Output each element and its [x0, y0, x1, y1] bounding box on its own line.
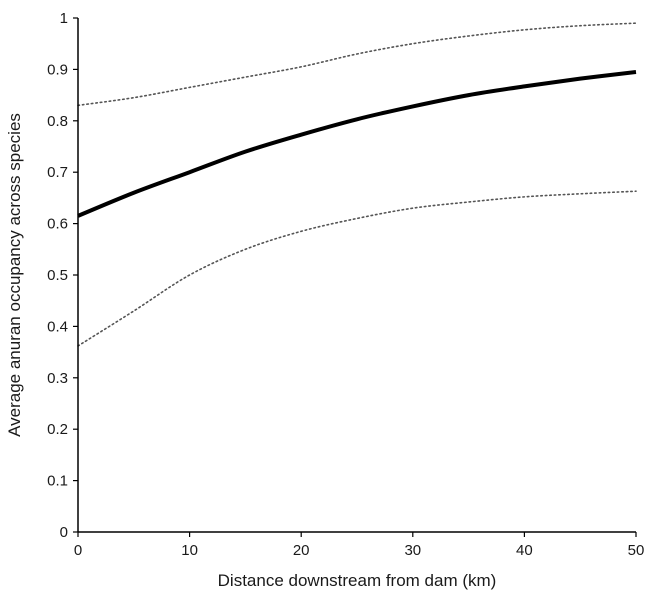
- y-tick-label: 0.9: [47, 61, 68, 78]
- series-layer: [77, 22, 637, 347]
- y-tick-label: 0.7: [47, 164, 68, 181]
- x-tick-label: 20: [293, 542, 310, 559]
- y-tick-label: 0: [60, 524, 68, 541]
- x-tick-label: 50: [628, 542, 645, 559]
- x-tick-label: 10: [181, 542, 198, 559]
- y-tick-label: 0.1: [47, 473, 68, 490]
- y-tick-label: 0.5: [47, 267, 68, 284]
- x-axis-ticks: 0 10 20 30 40 50: [74, 532, 645, 559]
- y-tick-label: 0.3: [47, 370, 68, 387]
- y-axis-title: Average anuran occupancy across species: [5, 113, 24, 437]
- x-axis-title: Distance downstream from dam (km): [218, 571, 497, 590]
- y-tick-label: 0.8: [47, 113, 68, 130]
- y-tick-label: 0.2: [47, 421, 68, 438]
- upper-ci-line: [77, 22, 637, 107]
- lower-ci-line: [77, 190, 637, 347]
- x-tick-label: 40: [516, 542, 533, 559]
- x-tick-label: 30: [404, 542, 421, 559]
- y-tick-label: 0.4: [47, 318, 68, 335]
- y-tick-label: 1: [60, 10, 68, 27]
- y-tick-label: 0.6: [47, 216, 68, 233]
- mean-occupancy-line: [77, 69, 637, 218]
- x-tick-label: 0: [74, 542, 82, 559]
- y-axis-ticks: 0 0.1 0.2 0.3 0.4 0.5 0.6 0.7 0.8 0.9 1: [47, 10, 78, 541]
